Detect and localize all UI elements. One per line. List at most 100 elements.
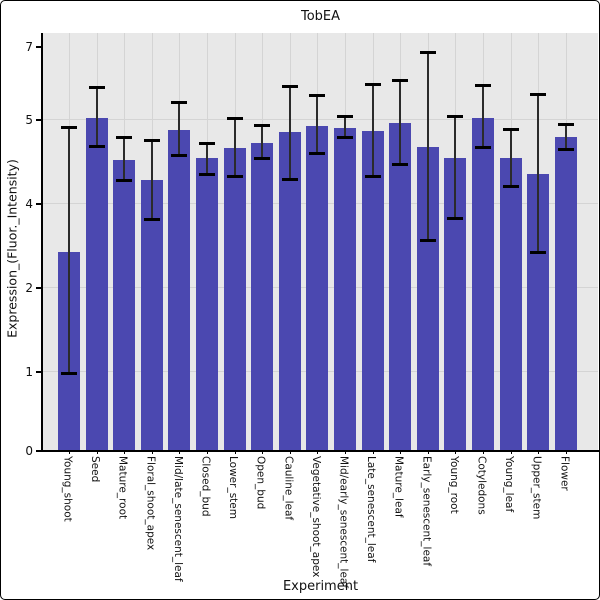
- x-tick-label: Late_senescent_leaf: [365, 456, 378, 563]
- y-tick-label: 7: [25, 39, 33, 54]
- error-cap-top-Mid/early_senescent_leaf: [337, 115, 353, 119]
- bar-Lower_stem: [223, 147, 246, 450]
- error-bar-Late_senescent_leaf: [371, 83, 374, 177]
- x-tick-label: Vegetative_shoot_apex: [309, 456, 322, 578]
- x-tick-label: Early_senescent_leaf: [420, 456, 433, 567]
- y-tick: [36, 119, 41, 121]
- x-tick: [565, 450, 567, 454]
- error-bar-Upper_stem: [537, 94, 540, 253]
- x-tick: [289, 450, 291, 454]
- x-tick-label: Lower_stem: [227, 456, 240, 519]
- error-bar-Early_senescent_leaf: [426, 51, 429, 241]
- error-cap-bottom-Closed_bud: [199, 172, 215, 176]
- y-tick: [36, 287, 41, 289]
- error-cap-top-Seed: [88, 85, 105, 89]
- error-cap-bottom-Floral_shoot_apex: [143, 218, 160, 222]
- x-tick: [538, 450, 540, 454]
- x-tick: [455, 450, 457, 454]
- error-cap-top-Flower: [557, 123, 574, 127]
- x-tick-label: Young_leaf: [503, 456, 516, 513]
- bar-Young_root: [444, 157, 467, 450]
- bar-Upper_stem: [527, 174, 550, 450]
- x-tick: [400, 450, 402, 454]
- x-axis-label: Experiment: [282, 579, 359, 594]
- y-tick-label: 0: [25, 443, 33, 458]
- error-cap-bottom-Mid/early_senescent_leaf: [337, 135, 353, 139]
- x-axis-line: [41, 450, 599, 452]
- error-cap-top-Mature_root: [116, 135, 133, 139]
- error-bar-Flower: [564, 124, 567, 150]
- error-bar-Open_bud: [261, 124, 264, 158]
- x-tick-label: Mid/late_senescent_leaf: [171, 456, 184, 582]
- bar-Cotyledons: [472, 118, 494, 450]
- error-cap-bottom-Cotyledons: [475, 145, 491, 149]
- error-bar-Cauline_leaf: [288, 86, 291, 179]
- bar-Flower: [554, 137, 577, 450]
- x-tick-label: Closed_bud: [199, 456, 212, 517]
- error-bar-Closed_bud: [206, 143, 208, 174]
- x-tick: [207, 450, 208, 454]
- error-cap-top-Vegetative_shoot_apex: [309, 94, 326, 98]
- x-tick-label: Cauline_leaf: [282, 456, 295, 521]
- error-cap-top-Cotyledons: [475, 84, 491, 88]
- x-tick: [234, 450, 236, 454]
- error-cap-top-Open_bud: [254, 123, 271, 127]
- error-cap-bottom-Flower: [557, 148, 574, 152]
- error-cap-top-Young_root: [447, 115, 464, 119]
- error-cap-bottom-Lower_stem: [226, 175, 243, 179]
- error-bar-Young_shoot: [68, 127, 70, 374]
- bar-Cauline_leaf: [278, 131, 301, 450]
- error-cap-top-Young_leaf: [502, 128, 519, 132]
- error-cap-bottom-Late_senescent_leaf: [364, 175, 381, 179]
- bar-Mid/early_senescent_leaf: [334, 128, 356, 450]
- x-tick: [427, 450, 429, 454]
- x-tick: [345, 450, 346, 454]
- error-bar-Mid/early_senescent_leaf: [344, 116, 346, 137]
- x-tick-label: Flower: [558, 456, 571, 491]
- bar-Vegetative_shoot_apex: [306, 125, 329, 450]
- y-tick-label: 4: [25, 196, 33, 211]
- error-bar-Floral_shoot_apex: [150, 140, 153, 220]
- error-cap-bottom-Cauline_leaf: [281, 177, 298, 181]
- x-tick-label: Mature_leaf: [392, 456, 405, 518]
- y-tick: [36, 203, 41, 205]
- error-cap-bottom-Mature_root: [116, 179, 133, 183]
- error-bar-Vegetative_shoot_apex: [316, 95, 319, 154]
- x-tick-label: Seed: [89, 456, 102, 483]
- y-axis-line: [41, 33, 43, 452]
- x-tick-label: Floral_shoot_apex: [144, 456, 157, 551]
- bar-Early_senescent_leaf: [416, 146, 439, 450]
- error-cap-bottom-Mature_leaf: [392, 163, 409, 167]
- x-tick-label: Upper_stem: [530, 456, 543, 520]
- error-bar-Mature_leaf: [399, 79, 402, 165]
- x-tick-label: Mid/early_senescent_leaf: [337, 456, 350, 589]
- error-cap-top-Upper_stem: [530, 93, 547, 97]
- y-tick: [36, 46, 41, 48]
- error-cap-top-Mature_leaf: [392, 78, 409, 82]
- x-tick: [483, 450, 484, 454]
- bar-Mature_root: [113, 160, 136, 450]
- error-cap-bottom-Mid/late_senescent_leaf: [171, 154, 188, 158]
- bar-Mature_leaf: [389, 123, 412, 450]
- x-tick: [124, 450, 126, 454]
- x-tick: [179, 450, 181, 454]
- bar-Closed_bud: [196, 157, 218, 450]
- y-tick-label: 5: [25, 112, 33, 127]
- error-cap-top-Floral_shoot_apex: [143, 139, 160, 142]
- y-tick-label: 2: [25, 280, 33, 295]
- error-bar-Cotyledons: [482, 85, 484, 147]
- x-tick-label: Open_bud: [254, 456, 267, 510]
- error-bar-Seed: [95, 86, 98, 146]
- chart-title: TobEA: [300, 9, 341, 24]
- x-tick: [262, 450, 264, 454]
- x-tick-label: Young_root: [447, 456, 460, 514]
- error-bar-Young_leaf: [509, 129, 512, 187]
- bar-Seed: [85, 117, 108, 450]
- error-cap-bottom-Young_shoot: [61, 372, 77, 376]
- x-tick: [96, 450, 98, 454]
- error-cap-bottom-Young_root: [447, 216, 464, 220]
- bar-Late_senescent_leaf: [361, 130, 384, 450]
- error-cap-top-Lower_stem: [226, 116, 243, 120]
- y-tick-label: 1: [25, 364, 33, 379]
